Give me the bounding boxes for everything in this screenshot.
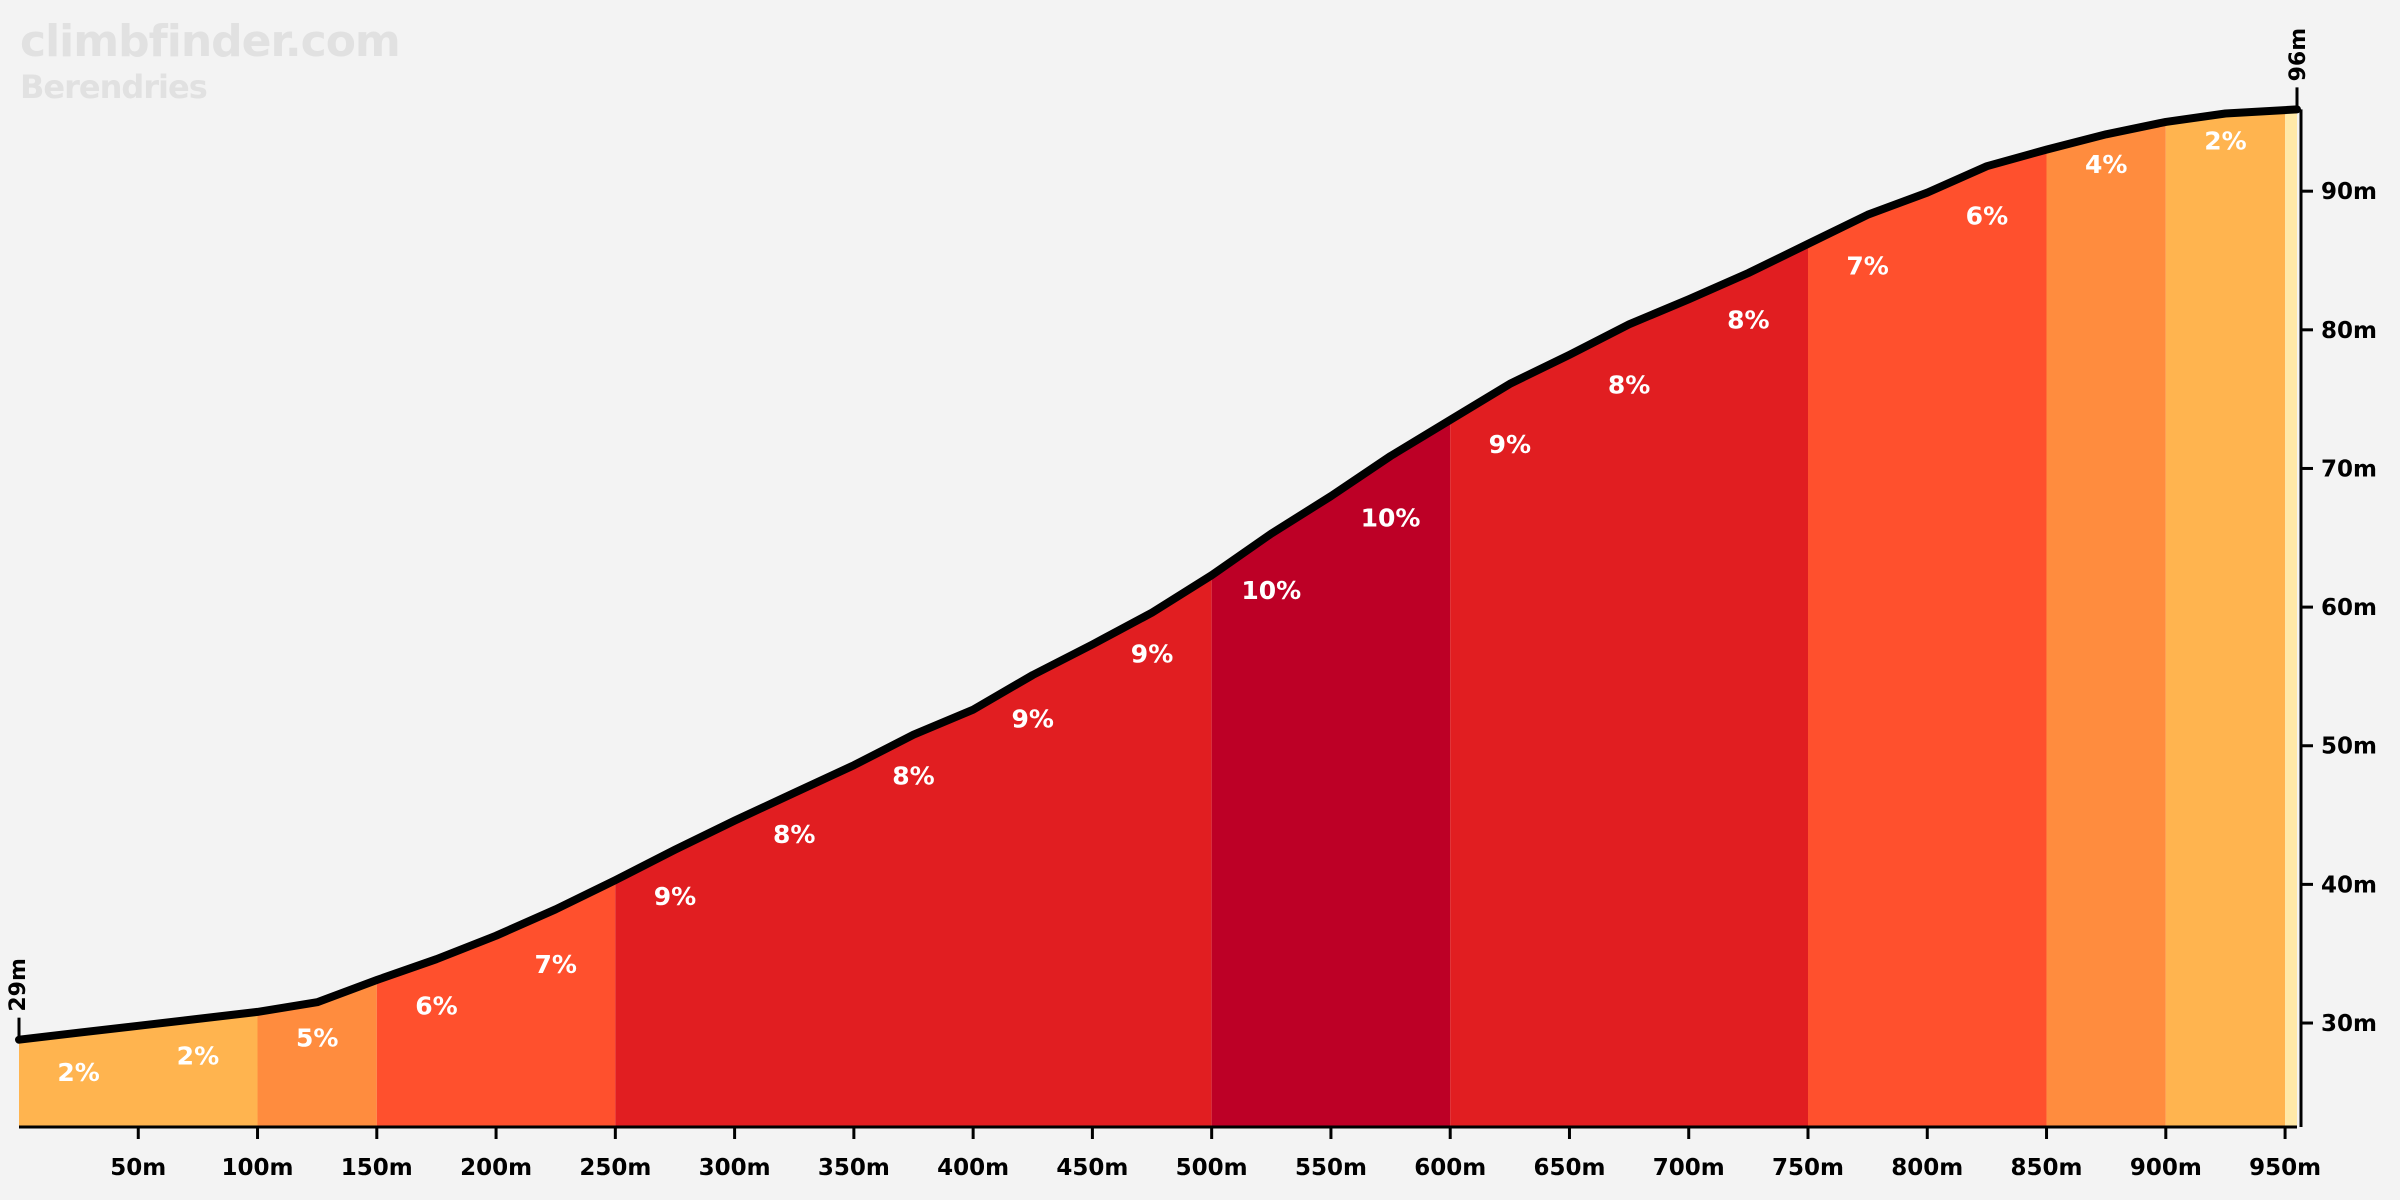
segment-gradient-label: 2% [177, 1042, 219, 1071]
profile-line-group [15, 105, 2301, 1044]
gradient-segment [1808, 149, 2047, 1128]
endpoint-labels: 29m 96m [6, 28, 2311, 1040]
segment-gradient-label: 8% [773, 820, 815, 849]
segment-gradient-label: 4% [2085, 150, 2127, 179]
gradient-segment [1450, 243, 1809, 1127]
segment-gradient-label: 2% [57, 1058, 99, 1087]
y-axis: 30m 40m 50m 60m 70m 80m 90m [2299, 109, 2377, 1127]
gradient-segment [376, 880, 616, 1127]
y-axis-tick-label: 80m [2321, 318, 2377, 344]
x-axis-tick-label: 850m [2011, 1155, 2083, 1181]
x-axis-tick-label: 150m [341, 1155, 413, 1181]
gradient-segment [2285, 109, 2297, 1127]
x-axis-tick-label: 50m [110, 1155, 166, 1181]
gradient-segment [19, 1011, 258, 1127]
gradient-segment [257, 980, 377, 1127]
x-axis: 50m 100m 150m 200m 250m 300m 350m 400m 450m 500m 5… [19, 1125, 2321, 1181]
segment-gradient-label: 9% [654, 882, 696, 911]
segment-gradient-label: 9% [1131, 640, 1173, 669]
start-elevation-label: 29m [6, 958, 31, 1012]
segment-gradient-label: 2% [2204, 127, 2246, 156]
y-axis-tick-label: 90m [2321, 179, 2377, 205]
segment-gradient-label: 9% [1012, 705, 1054, 734]
y-axis-tick-label: 40m [2321, 872, 2377, 898]
x-axis-tick-label: 200m [460, 1155, 532, 1181]
segment-gradient-label: 10% [1241, 576, 1301, 605]
segment-gradient-label: 8% [892, 762, 934, 791]
gradient-segment [1211, 419, 1451, 1127]
x-axis-tick-label: 400m [937, 1155, 1009, 1181]
gradient-segment [2046, 121, 2166, 1127]
x-axis-tick-label: 900m [2130, 1155, 2202, 1181]
x-axis-tick-label: 600m [1414, 1155, 1486, 1181]
y-axis-tick-label: 30m [2321, 1011, 2377, 1037]
y-axis-tick-label: 50m [2321, 734, 2377, 760]
x-axis-tick-label: 550m [1295, 1155, 1367, 1181]
x-axis-tick-label: 700m [1653, 1155, 1725, 1181]
gradient-segments [19, 109, 2297, 1128]
segment-gradient-label: 7% [1846, 251, 1888, 280]
x-axis-tick-label: 250m [579, 1155, 651, 1181]
x-axis-tick-label: 100m [222, 1155, 294, 1181]
gradient-segment [615, 575, 1212, 1127]
segment-gradient-label: 10% [1361, 504, 1421, 533]
gradient-segment [2165, 110, 2286, 1128]
x-axis-tick-label: 800m [1891, 1155, 1963, 1181]
segment-gradient-label: 8% [1608, 371, 1650, 400]
segment-labels: 2% 2% 5% 6% 7% 9% 8% 8% 9% 9% 10% 10% 9% 8% 8% 7% 6% 4% 2% [57, 127, 2246, 1088]
watermark-site: climbfinder.com [20, 16, 401, 67]
segment-gradient-label: 7% [534, 950, 576, 979]
segment-gradient-label: 5% [296, 1024, 338, 1053]
segment-gradient-label: 8% [1727, 305, 1769, 334]
end-elevation-label: 96m [2286, 28, 2311, 82]
x-axis-tick-label: 750m [1772, 1155, 1844, 1181]
segment-gradient-label: 6% [415, 992, 457, 1021]
segment-gradient-label: 6% [1966, 201, 2008, 230]
x-axis-tick-label: 450m [1056, 1155, 1128, 1181]
x-axis-tick-label: 500m [1176, 1155, 1248, 1181]
x-axis-tick-label: 950m [2249, 1155, 2321, 1181]
watermark-climb-name: Berendries [20, 68, 208, 106]
x-axis-tick-label: 650m [1533, 1155, 1605, 1181]
elevation-profile-line [15, 105, 2301, 1044]
y-axis-tick-label: 70m [2321, 456, 2377, 482]
x-axis-tick-label: 300m [699, 1155, 771, 1181]
segment-gradient-label: 9% [1489, 430, 1531, 459]
x-axis-tick-label: 350m [818, 1155, 890, 1181]
y-axis-tick-label: 60m [2321, 595, 2377, 621]
